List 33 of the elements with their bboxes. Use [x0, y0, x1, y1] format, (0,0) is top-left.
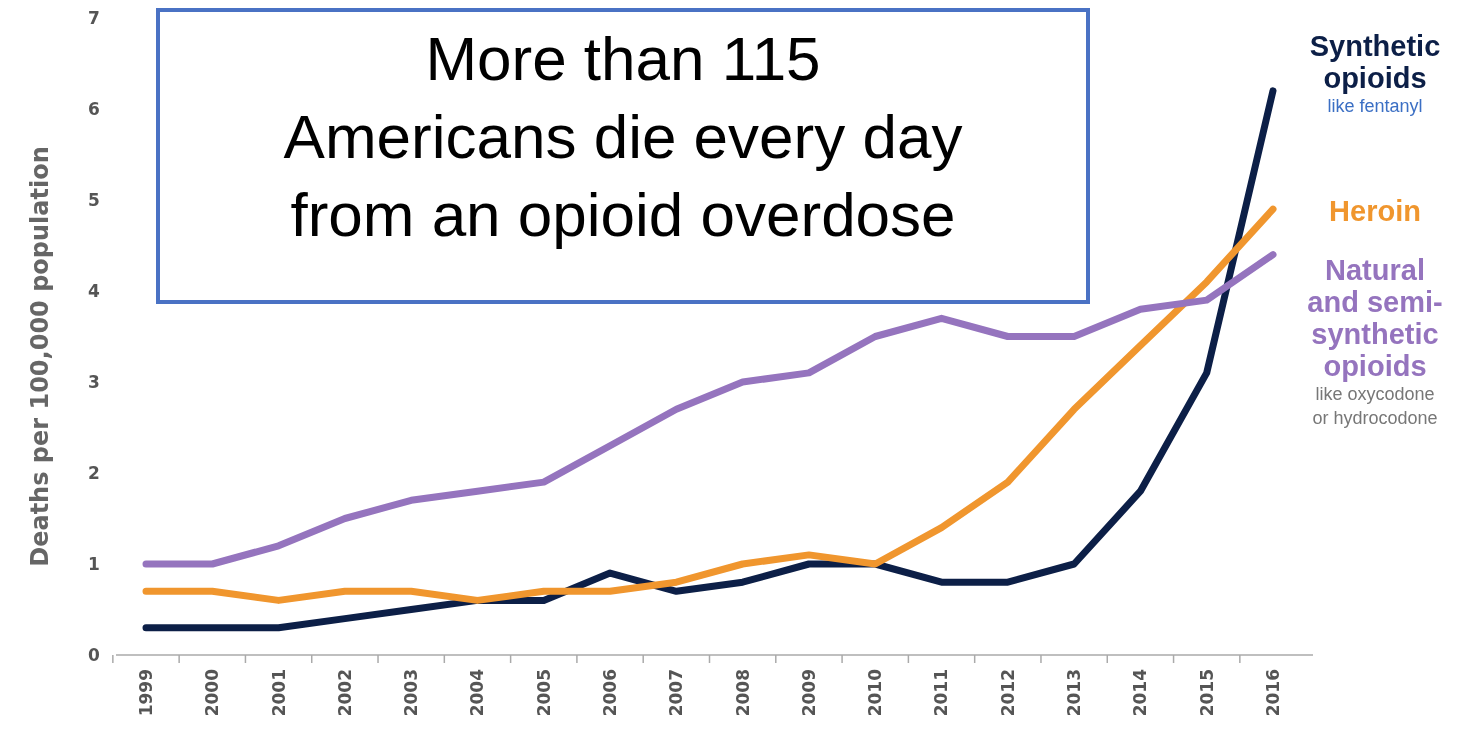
x-tick-label: 2005	[533, 669, 554, 717]
x-tick-label: 2006	[600, 669, 621, 717]
text: like fentanyl	[1327, 96, 1423, 117]
annotation: More than 115 Americans die every day from an opioid overdose	[283, 23, 963, 249]
x-tick-label: 2014	[1130, 668, 1151, 717]
y-axis-title: Deaths per 100,000 population	[26, 146, 54, 567]
x-tick-label: 2012	[997, 669, 1018, 717]
x-tick-label: 2010	[865, 668, 886, 717]
y-tick-label: 7	[88, 7, 100, 28]
y-tick-label: 1	[88, 553, 100, 574]
x-tick-label: 2001	[268, 669, 289, 717]
annotation: like oxycodone or hydrocodone	[1312, 384, 1438, 429]
x-tick-label: 2003	[401, 669, 422, 717]
x-tick-label: 2011	[931, 669, 952, 717]
x-tick-label: 2007	[666, 669, 687, 717]
y-tick-label: 3	[88, 371, 100, 392]
x-tick-label: 1999	[135, 669, 156, 717]
x-tick-label: 2013	[1064, 669, 1085, 717]
y-tick-label: 2	[88, 462, 100, 483]
series-label: Natural and semi-synthetic opioids	[1307, 254, 1443, 383]
y-tick-label: 0	[88, 644, 101, 665]
x-tick-label: 2008	[732, 669, 753, 717]
x-tick-label: 2015	[1196, 669, 1217, 717]
y-tick-label: 4	[88, 280, 101, 301]
series-label: Synthetic opioids	[1309, 30, 1441, 95]
y-tick-label: 6	[88, 98, 100, 119]
x-tick-label: 2004	[467, 668, 488, 717]
y-tick-label: 5	[88, 189, 100, 210]
x-tick-label: 2009	[798, 669, 819, 717]
x-tick-label: 2000	[202, 668, 223, 717]
series-label: Heroin	[1329, 195, 1421, 228]
x-tick-label: 2016	[1262, 669, 1283, 717]
x-tick-label: 2002	[334, 669, 355, 717]
